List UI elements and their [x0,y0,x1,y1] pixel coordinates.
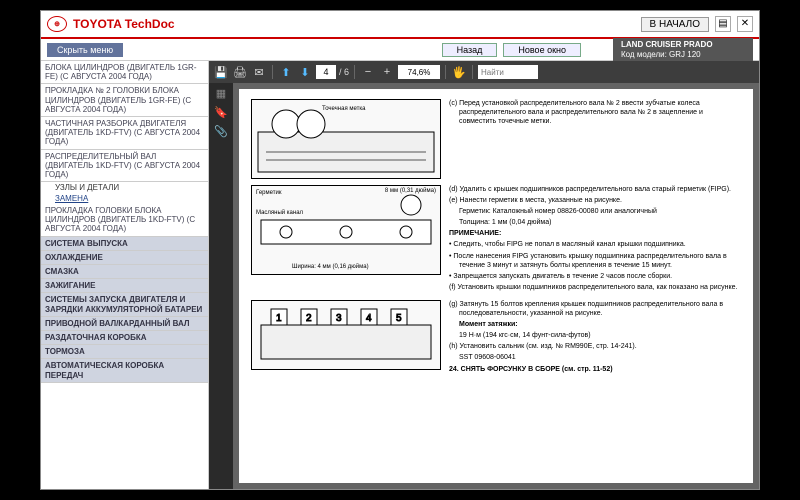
sidebar-item[interactable]: ПРОКЛАДКА № 2 ГОЛОВКИ БЛОКА ЦИЛИНДРОВ (Д… [41,84,208,117]
main-area: БЛОКА ЦИЛИНДРОВ (ДВИГАТЕЛЬ 1GR-FE) (с ав… [41,61,759,489]
sidebar-category[interactable]: РАЗДАТОЧНАЯ КОРОБКА [41,331,208,345]
home-button[interactable]: В НАЧАЛО [641,17,709,32]
sidebar-category[interactable]: ЗАЖИГАНИЕ [41,279,208,293]
step-c: (c) Перед установкой распределительного … [449,99,741,126]
page-up-icon[interactable]: ⬆ [278,64,294,80]
doc-text-block: (c) Перед установкой распределительного … [449,99,741,179]
brand-title: TOYOTA TechDoc [73,17,175,31]
pdf-viewer: 💾 🖨 ✉ ⬆ ⬇ / 6 − + 🖐 ▦ 🔖 [209,61,759,489]
diagram-3: 1 2 3 4 5 [251,300,441,370]
sidebar-item[interactable]: БЛОКА ЦИЛИНДРОВ (ДВИГАТЕЛЬ 1GR-FE) (с ав… [41,61,208,84]
model-badge: LAND CRUISER PRADO Код модели: GRJ 120 [613,38,753,61]
tool-icon[interactable]: ▤ [715,16,731,32]
diagram-2: Герметик Масляный канал Ширина: 4 мм (0,… [251,185,441,275]
step-f: (f) Установить крышки подшипников распре… [449,283,741,292]
sidebar-item[interactable]: ЧАСТИЧНАЯ РАЗБОРКА ДВИГАТЕЛЯ (ДВИГАТЕЛЬ … [41,117,208,150]
page-number-input[interactable] [316,65,336,79]
sidebar-category[interactable]: ОХЛАЖДЕНИЕ [41,251,208,265]
svg-text:3: 3 [336,313,342,324]
note: • После нанесения FIPG установить крышку… [449,252,741,270]
diagram-label: Масляный канал [256,210,303,218]
new-window-button[interactable]: Новое окно [503,43,581,57]
zoom-input[interactable] [398,65,440,79]
page-total: / 6 [339,67,349,77]
svg-text:5: 5 [396,313,402,324]
sidebar-category[interactable]: СМАЗКА [41,265,208,279]
sidebar-category[interactable]: СИСТЕМЫ ЗАПУСКА ДВИГАТЕЛЯ И ЗАРЯДКИ АККУ… [41,293,208,316]
pdf-scroll[interactable]: Точечная метка (c) Перед установкой расп… [233,83,759,489]
model-name: LAND CRUISER PRADO [621,40,745,50]
diagram-label: Ширина: 4 мм (0,16 дюйма) [292,264,369,272]
step-d: (d) Удалить с крышек подшипников распред… [449,185,741,194]
doc-text-block: (d) Удалить с крышек подшипников распред… [449,185,741,294]
subheader: Скрыть меню Назад Новое окно LAND CRUISE… [41,39,759,61]
step-e: (e) Нанести герметик в места, указанные … [449,196,741,205]
step-h: (h) Установить сальник (см. изд. № RM990… [449,342,741,351]
back-button[interactable]: Назад [442,43,498,57]
toyota-logo: ⊕ [47,16,67,32]
svg-text:2: 2 [306,313,312,324]
sidebar-category[interactable]: АВТОМАТИЧЕСКАЯ КОРОБКА ПЕРЕДАЧ [41,359,208,382]
find-input[interactable] [478,65,538,79]
pdf-page: Точечная метка (c) Перед установкой расп… [239,89,753,483]
sidebar-subitem-active[interactable]: ЗАМЕНА [41,193,208,204]
svg-text:4: 4 [366,313,372,324]
thumbnails-icon[interactable]: ▦ [216,87,226,100]
header: ⊕ TOYOTA TechDoc В НАЧАЛО ▤ ✕ [41,11,759,39]
section-24: 24. СНЯТЬ ФОРСУНКУ В СБОРЕ (см. стр. 11-… [449,366,613,373]
diagram-label: Точечная метка [322,106,365,114]
step-g: (g) Затянуть 15 болтов крепления крышек … [449,300,741,318]
diagram-label: 8 мм (0,31 дюйма) [385,188,436,196]
note-header: ПРИМЕЧАНИЕ: [449,230,501,237]
diagram-1: Точечная метка [251,99,441,179]
sealant-spec: Герметик: Каталожный номер 08826-00080 и… [449,207,741,216]
diagram-label: Герметик [256,190,282,198]
sst-code: SST 09608-06041 [449,353,741,362]
save-icon[interactable]: 💾 [213,64,229,80]
sidebar-item[interactable]: ПРОКЛАДКА ГОЛОВКИ БЛОКА ЦИЛИНДРОВ (ДВИГА… [41,204,208,237]
print-icon[interactable]: 🖨 [232,64,248,80]
attachments-icon[interactable]: 📎 [214,125,228,138]
zoom-in-icon[interactable]: + [379,64,395,80]
pdf-toolbar: 💾 🖨 ✉ ⬆ ⬇ / 6 − + 🖐 [209,61,759,83]
note: • Следить, чтобы FIPG не попал в масляны… [449,240,741,249]
doc-text-block: (g) Затянуть 15 болтов крепления крышек … [449,300,741,376]
app-window: ⊕ TOYOTA TechDoc В НАЧАЛО ▤ ✕ Скрыть мен… [40,10,760,490]
sidebar-item[interactable]: РАСПРЕДЕЛИТЕЛЬНЫЙ ВАЛ (ДВИГАТЕЛЬ 1KD-FTV… [41,150,208,183]
sidebar-category[interactable]: СИСТЕМА ВЫПУСКА [41,237,208,251]
hide-menu-button[interactable]: Скрыть меню [47,43,123,57]
svg-text:1: 1 [276,313,282,324]
sidebar-category[interactable]: ТОРМОЗА [41,345,208,359]
torque-value: 19 Н·м (194 кгс·см, 14 фунт-сила-футов) [449,331,741,340]
mail-icon[interactable]: ✉ [251,64,267,80]
page-down-icon[interactable]: ⬇ [297,64,313,80]
zoom-out-icon[interactable]: − [360,64,376,80]
note: • Запрещается запускать двигатель в тече… [449,272,741,281]
tool-icon[interactable]: 🖐 [451,64,467,80]
sealant-thickness: Толщина: 1 мм (0,04 дюйма) [449,218,741,227]
sidebar: БЛОКА ЦИЛИНДРОВ (ДВИГАТЕЛЬ 1GR-FE) (с ав… [41,61,209,489]
bookmarks-icon[interactable]: 🔖 [214,106,228,119]
pdf-thumbnail-bar: ▦ 🔖 📎 [209,83,233,489]
torque-header: Момент затяжки: [459,321,518,328]
sidebar-subitem[interactable]: УЗЛЫ И ДЕТАЛИ [41,182,208,193]
close-icon[interactable]: ✕ [737,16,753,32]
model-code: Код модели: GRJ 120 [621,50,701,59]
sidebar-category[interactable]: ПРИВОДНОЙ ВАЛ/КАРДАННЫЙ ВАЛ [41,317,208,331]
pdf-page-wrap: ▦ 🔖 📎 [209,83,759,489]
